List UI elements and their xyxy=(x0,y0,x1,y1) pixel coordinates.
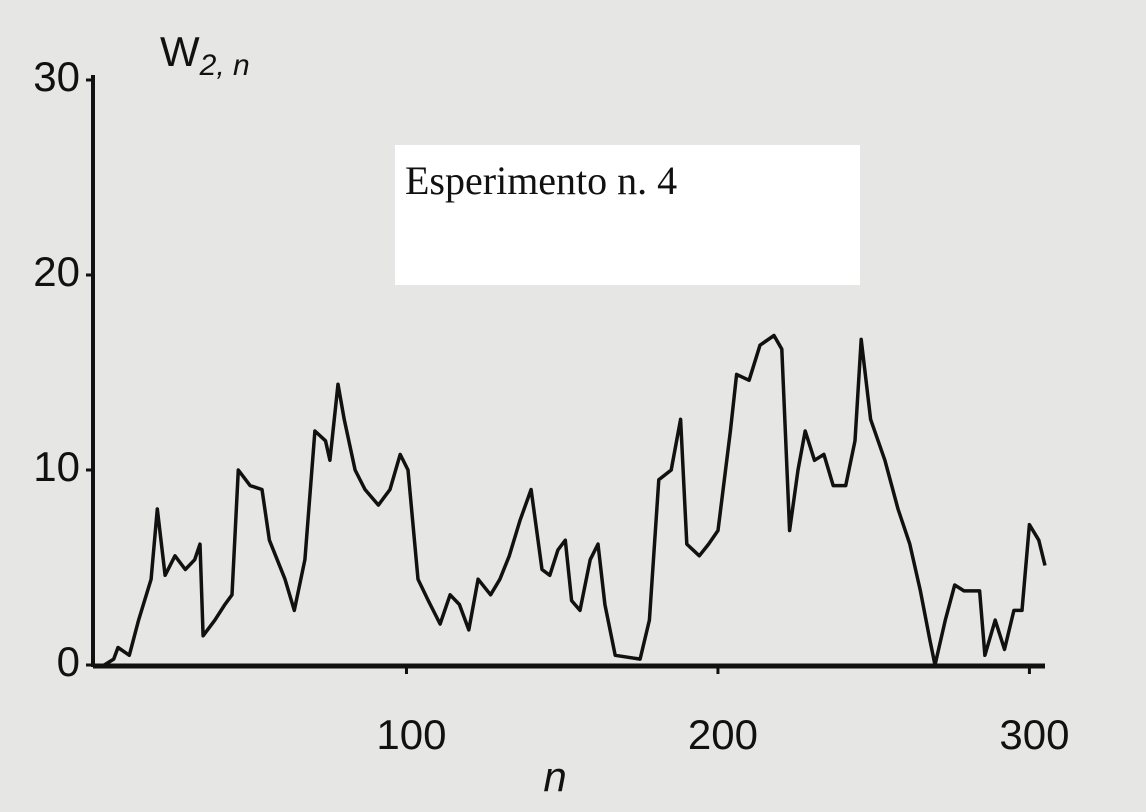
x-tick-label: 300 xyxy=(999,711,1069,758)
annotation-box xyxy=(395,145,860,285)
y-axis-label: W2, n xyxy=(160,28,250,82)
y-tick-label: 30 xyxy=(33,53,80,100)
x-axis-label: n xyxy=(543,753,566,800)
y-tick-label: 10 xyxy=(33,443,80,490)
y-tick-label: 0 xyxy=(57,638,80,685)
x-tick-label: 100 xyxy=(376,711,446,758)
y-tick-label: 20 xyxy=(33,248,80,295)
y-label-main: W xyxy=(160,28,200,75)
line xyxy=(103,333,1047,667)
y-label-sub: 2, n xyxy=(199,49,250,82)
annotation: Esperimento n. 4 xyxy=(405,158,677,203)
x-tick-label: 200 xyxy=(688,711,758,758)
